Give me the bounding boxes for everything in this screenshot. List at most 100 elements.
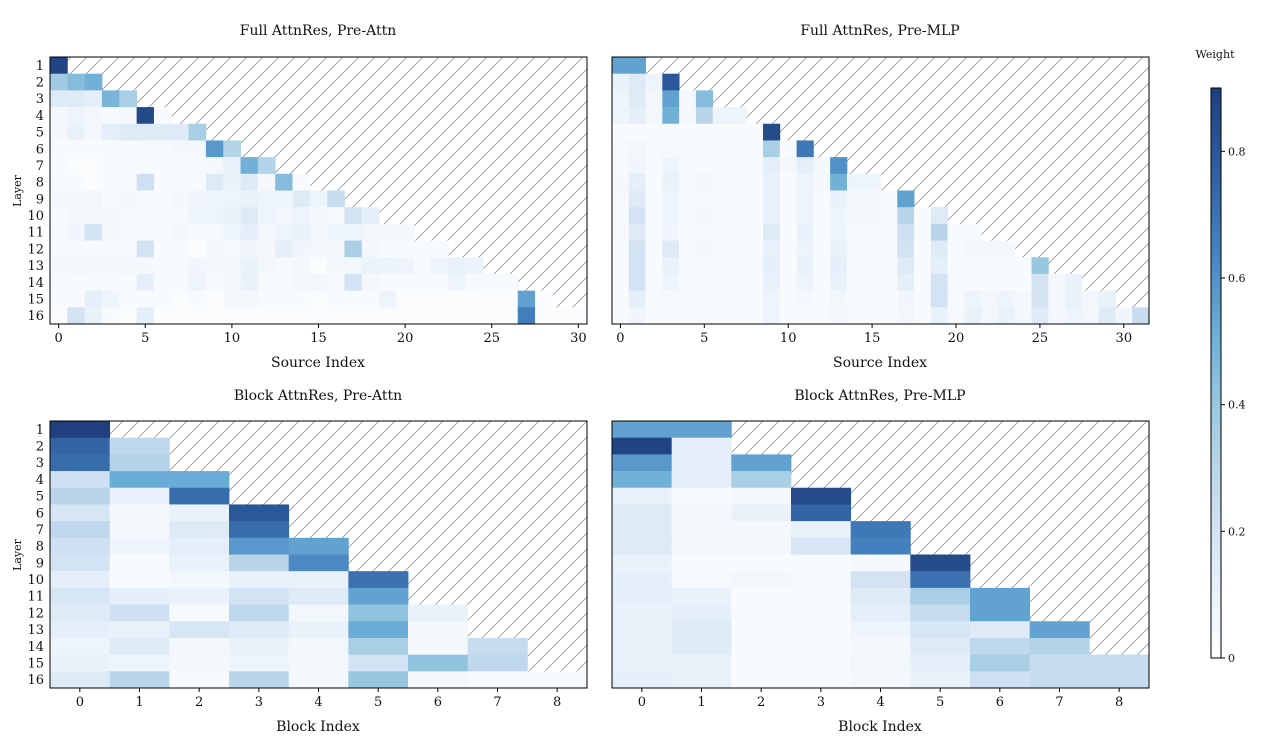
- heatmap-cell: [309, 240, 328, 258]
- heatmap-cell: [188, 240, 207, 258]
- heatmap-cell: [408, 621, 469, 639]
- heatmap-cell: [50, 554, 111, 572]
- heatmap-cell: [746, 207, 764, 225]
- heatmap-cell: [791, 521, 852, 539]
- panel-block-pre-mlp: Block AttnRes, Pre-MLP 0 1 2 3 4 5 6 7 8 Block I…: [611, 388, 1150, 735]
- heatmap-cell: [50, 257, 68, 275]
- heatmap-cell: [535, 290, 553, 308]
- heatmap-cell: [109, 671, 170, 689]
- heatmap-cell: [846, 190, 865, 208]
- heatmap-cell: [50, 173, 68, 191]
- heatmap-cell: [50, 290, 68, 308]
- heatmap-cell: [746, 190, 764, 208]
- heatmap-cell: [846, 257, 865, 275]
- heatmap-cell: [109, 621, 170, 639]
- heatmap-cell: [379, 223, 397, 241]
- heatmap-cell: [612, 504, 673, 522]
- heatmap-cell: [379, 307, 397, 325]
- heatmap-cell: [84, 240, 103, 258]
- heatmap-cell: [153, 190, 172, 208]
- heatmap-cell: [671, 487, 732, 505]
- heatmap-cell: [880, 257, 898, 275]
- heatmap-cell: [846, 173, 865, 191]
- x-tick-label: 30: [1116, 331, 1133, 346]
- x-tick-label: 25: [1032, 331, 1049, 346]
- heatmap-cell: [153, 107, 172, 125]
- heatmap-cell: [67, 223, 86, 241]
- heatmap-cell: [223, 207, 241, 225]
- heatmap-cell: [101, 123, 120, 141]
- heatmap-cell: [671, 604, 732, 622]
- heatmap-cell: [731, 637, 792, 656]
- heatmap-cell: [275, 290, 293, 308]
- heatmap-cell: [1029, 654, 1090, 672]
- heatmap-cell: [880, 290, 898, 308]
- heatmap-cell: [612, 57, 630, 75]
- heatmap-cell: [863, 223, 881, 241]
- heatmap-cell: [779, 290, 797, 308]
- heatmap-cell: [327, 257, 345, 275]
- heatmap-cell: [731, 487, 792, 505]
- heatmap-cell: [930, 223, 949, 241]
- heatmap-cell: [628, 73, 646, 91]
- heatmap-cell: [292, 173, 311, 191]
- heatmap-cell: [910, 671, 971, 689]
- heatmap-cell: [645, 90, 663, 108]
- heatmap-cell: [729, 173, 747, 191]
- heatmap-cell: [914, 207, 932, 225]
- heatmap-cell: [396, 273, 415, 292]
- x-ticks: 0 5 10 15 20 25 30: [55, 324, 587, 346]
- heatmap-cell: [645, 207, 663, 225]
- heatmap-cell: [1014, 257, 1032, 275]
- heatmap-cell: [763, 223, 781, 241]
- heatmap-cell: [1081, 290, 1100, 308]
- heatmap-cell: [695, 140, 714, 158]
- heatmap-cell: [257, 273, 276, 292]
- heatmap-cell: [288, 671, 349, 689]
- heatmap-cell: [791, 504, 852, 522]
- heatmap-cell: [981, 240, 999, 258]
- heatmap-cell: [910, 587, 971, 605]
- heatmap-cell: [257, 157, 276, 175]
- heatmap-cell: [712, 107, 730, 125]
- heatmap-cell: [964, 273, 982, 292]
- heatmap-cell: [612, 290, 630, 308]
- heatmap-cell: [188, 257, 207, 275]
- heatmap-cell: [229, 654, 290, 672]
- heatmap-cell: [671, 454, 732, 472]
- heatmap-cell: [628, 290, 646, 308]
- heatmap-cell: [153, 223, 172, 241]
- heatmap-cell: [344, 223, 363, 241]
- heatmap-cell: [136, 123, 155, 141]
- heatmap-cell: [830, 190, 848, 208]
- heatmap-cell: [796, 273, 814, 292]
- heatmap-cell: [612, 207, 630, 225]
- heatmap-cell: [153, 207, 172, 225]
- heatmap-cell: [671, 521, 732, 539]
- heatmap-cell: [379, 290, 397, 308]
- heatmap-cell: [712, 273, 730, 292]
- heatmap-cell: [344, 307, 363, 325]
- heatmap-cell: [796, 223, 814, 241]
- heatmap-cell: [50, 504, 111, 522]
- heatmap-cell: [662, 157, 680, 175]
- heatmap-cell: [292, 240, 311, 258]
- heatmap-cell: [662, 140, 680, 158]
- heatmap-cell: [84, 73, 103, 91]
- heatmap-cell: [467, 654, 528, 672]
- heatmap-cell: [612, 90, 630, 108]
- heatmap-cell: [671, 571, 732, 589]
- heatmap-cell: [229, 554, 290, 572]
- heatmap-cell: [309, 207, 328, 225]
- heatmap-cell: [169, 554, 230, 572]
- heatmap-cell: [348, 604, 409, 622]
- heatmap-cell: [746, 307, 764, 325]
- heatmap-cell: [344, 257, 363, 275]
- heatmap-cell: [813, 190, 831, 208]
- heatmap-cell: [813, 290, 831, 308]
- heatmap-cell: [136, 207, 155, 225]
- heatmap-cell: [712, 257, 730, 275]
- x-tick-label: 20: [948, 331, 965, 346]
- heatmap-cell: [109, 487, 170, 505]
- heatmap-cell: [327, 190, 345, 208]
